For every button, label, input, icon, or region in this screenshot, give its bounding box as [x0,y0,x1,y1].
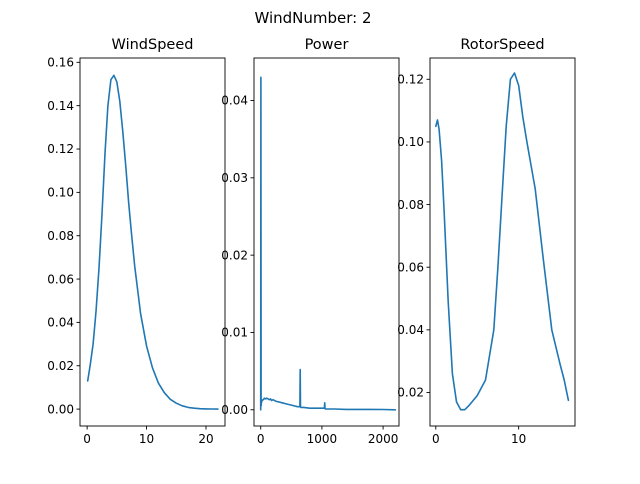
figure-suptitle: WindNumber: 2 [254,9,371,27]
x-tick-label-2-0: 0 [432,432,440,446]
y-tick-label-0-8: 0.16 [47,56,74,70]
axes-title-rotorspeed: RotorSpeed [460,37,544,53]
axes-rotorspeed: RotorSpeed 0 10 0.02 0.04 0.06 0.08 0.10 0.12 [397,37,576,446]
series-line-2-0 [434,72,570,411]
y-tick-label-2-3: 0.08 [397,198,424,212]
y-tick-label-2-5: 0.12 [397,72,424,86]
x-tick-label-0-2: 20 [198,432,213,446]
y-tick-label-0-0: 0.00 [47,402,74,416]
x-tick-label-1-0: 0 [257,432,265,446]
axes-title-power: Power [305,37,349,53]
y-tick-label-1-0: 0.00 [221,403,248,417]
x-tick-label-1-1: 1000 [307,432,338,446]
axes-frame-0 [79,57,226,427]
series-line-0-0 [86,74,219,410]
axes-frame-1 [253,57,400,427]
x-tick-label-1-2: 2000 [368,432,399,446]
y-tick-label-1-1: 0.01 [221,326,248,340]
y-tick-label-0-1: 0.02 [47,359,74,373]
y-tick-label-1-3: 0.03 [221,171,248,185]
y-tick-label-1-2: 0.02 [221,248,248,262]
x-tick-label-0-0: 0 [83,432,91,446]
axes-power: Power 0 1000 2000 0.00 0.01 0.02 0.03 0.04 [221,37,400,446]
y-tick-label-0-7: 0.14 [47,99,74,113]
axes-title-windspeed: WindSpeed [112,37,194,53]
y-tick-label-0-5: 0.10 [47,186,74,200]
series-line-1-0 [259,76,397,411]
y-tick-label-0-4: 0.08 [47,229,74,243]
y-tick-label-1-4: 0.04 [221,94,248,108]
axes-frame-2 [429,57,576,427]
axes-windspeed: WindSpeed 0 10 20 0.00 0.02 0.04 0.06 0.08 0.10 0… [47,37,226,446]
y-tick-label-2-4: 0.10 [397,135,424,149]
x-tick-label-2-1: 10 [511,432,526,446]
y-tick-label-0-3: 0.06 [47,272,74,286]
y-tick-label-2-2: 0.06 [397,260,424,274]
y-tick-label-2-1: 0.04 [397,323,424,337]
y-tick-label-0-6: 0.12 [47,142,74,156]
x-tick-label-0-1: 10 [139,432,154,446]
y-tick-label-0-2: 0.04 [47,316,74,330]
y-tick-label-2-0: 0.02 [397,386,424,400]
